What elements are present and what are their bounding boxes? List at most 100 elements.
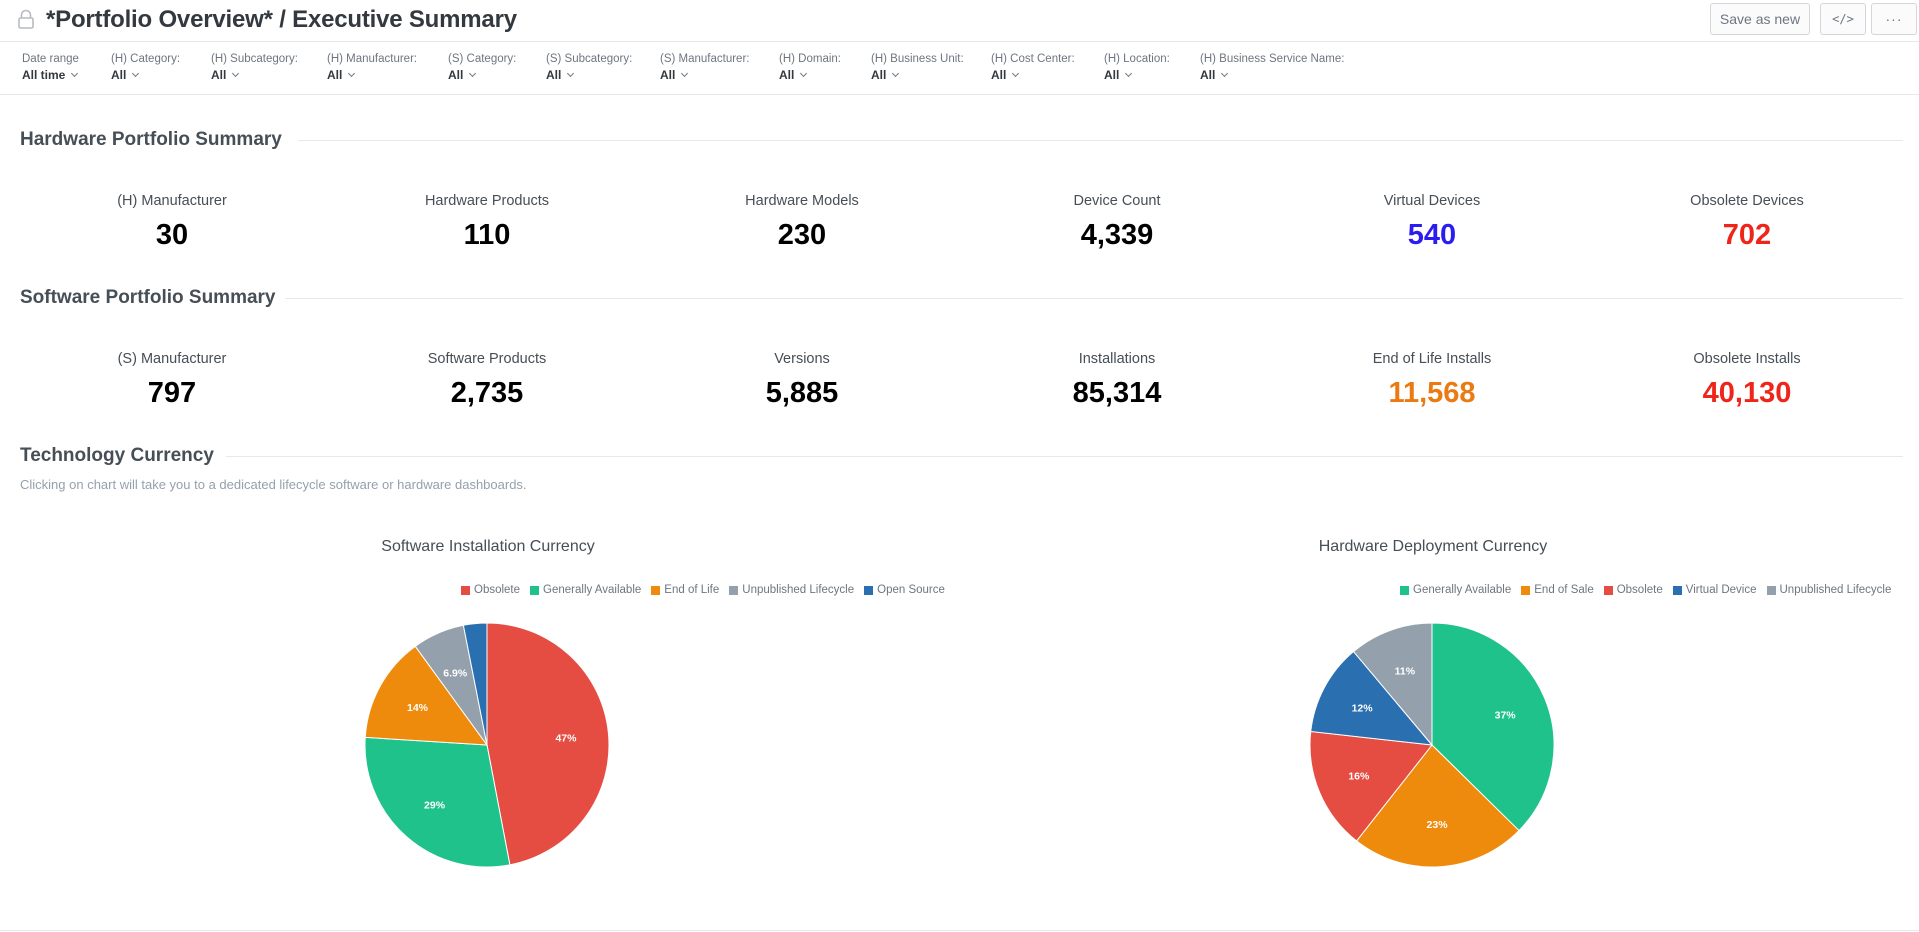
filter-s-manufacturer[interactable]: (S) Manufacturer: All <box>660 53 749 82</box>
kpi-label: Software Products <box>427 351 547 367</box>
kpi-value: 702 <box>1722 219 1772 251</box>
hardware-section-title: Hardware Portfolio Summary <box>20 129 282 150</box>
pie-slice-generally-available[interactable] <box>1431 622 1555 832</box>
kpi-software-products[interactable]: Software Products 2,735 <box>337 351 637 410</box>
kpi-value: 40,130 <box>1702 377 1792 409</box>
filter-value: All <box>1104 68 1120 82</box>
filter-h-location[interactable]: (H) Location: All <box>1104 53 1170 82</box>
chevron-down-icon <box>1221 69 1229 77</box>
software-chart-title: Software Installation Currency <box>381 538 595 555</box>
kpi-value: 110 <box>463 219 511 251</box>
kpi-value: 230 <box>777 219 827 251</box>
legend-swatch <box>651 585 661 595</box>
chevron-down-icon <box>71 69 79 77</box>
filter-date-range[interactable]: Date range All time <box>22 53 79 82</box>
legend-label: Unpublished Lifecycle <box>742 584 855 596</box>
slice-label: 14% <box>407 702 429 714</box>
filter-h-subcategory[interactable]: (H) Subcategory: All <box>211 53 298 82</box>
legend-item-obsolete[interactable]: Obsolete <box>1603 584 1663 596</box>
pie-slice-open-source[interactable] <box>462 622 488 746</box>
legend-swatch <box>1672 585 1682 595</box>
slice-label: 6.9% <box>443 667 468 679</box>
kpi-obsolete-devices[interactable]: Obsolete Devices 702 <box>1597 193 1897 252</box>
save-as-new-button[interactable]: Save as new <box>1710 3 1810 35</box>
bottom-divider <box>0 930 1919 931</box>
kpi-virtual-devices[interactable]: Virtual Devices 540 <box>1282 193 1582 252</box>
more-options-button[interactable]: ··· <box>1871 3 1917 35</box>
slice-label: 47% <box>555 733 577 745</box>
pie-slice-obsolete[interactable] <box>1309 730 1433 842</box>
kpi-hardware-products[interactable]: Hardware Products 110 <box>337 193 637 252</box>
slice-label: 16% <box>1348 771 1370 783</box>
legend-label: Generally Available <box>1413 584 1512 596</box>
filter-label: Date range <box>22 53 79 65</box>
kpi-label: (S) Manufacturer <box>117 351 227 367</box>
kpi-versions[interactable]: Versions 5,885 <box>652 351 952 410</box>
legend-item-open-source[interactable]: Open Source <box>864 584 945 596</box>
pie-slice-virtual-device[interactable] <box>1310 650 1434 746</box>
legend-item-unpublished-lifecycle[interactable]: Unpublished Lifecycle <box>1766 584 1892 596</box>
chevron-down-icon <box>1012 69 1020 77</box>
pie-slice-end-of-life[interactable] <box>364 645 489 746</box>
kpi-end-of-life-installs[interactable]: End of Life Installs 11,568 <box>1282 351 1582 410</box>
filter-h-business-service-name[interactable]: (H) Business Service Name: All <box>1200 53 1344 82</box>
legend-swatch <box>1521 585 1531 595</box>
filter-h-domain[interactable]: (H) Domain: All <box>779 53 841 82</box>
filter-h-cost-center[interactable]: (H) Cost Center: All <box>991 53 1075 82</box>
kpi-label: Virtual Devices <box>1383 193 1481 209</box>
hardware-chart-title: Hardware Deployment Currency <box>1318 538 1548 555</box>
page-title: *Portfolio Overview* / Executive Summary <box>46 6 517 33</box>
filter-h-category[interactable]: (H) Category: All <box>111 53 180 82</box>
kpi-obsolete-installs[interactable]: Obsolete Installs 40,130 <box>1597 351 1897 410</box>
filter-label: (H) Business Service Name: <box>1200 53 1345 65</box>
pie-slice-obsolete[interactable] <box>486 622 610 866</box>
filter-value: All <box>327 68 343 82</box>
pie-slice-unpublished-lifecycle[interactable] <box>1352 622 1433 747</box>
kpi-label: Installations <box>1078 351 1156 367</box>
filter-s-subcategory[interactable]: (S) Subcategory: All <box>546 53 632 82</box>
legend-label: End of Sale <box>1534 584 1594 596</box>
legend-item-unpublished-lifecycle[interactable]: Unpublished Lifecycle <box>729 584 854 596</box>
technology-section-title: Technology Currency <box>20 445 214 466</box>
filter-label: (H) Manufacturer: <box>327 53 418 65</box>
kpi-value: 797 <box>147 377 197 409</box>
slice-label: 12% <box>1352 703 1374 715</box>
software-installation-currency-pie[interactable]: 47% 29% 14% 6.9% <box>364 622 610 868</box>
filter-s-category[interactable]: (S) Category: All <box>448 53 516 82</box>
kpi-installations[interactable]: Installations 85,314 <box>967 351 1267 410</box>
filter-label: (H) Business Unit: <box>871 53 964 65</box>
kpi-hardware-models[interactable]: Hardware Models 230 <box>652 193 952 252</box>
filter-h-manufacturer[interactable]: (H) Manufacturer: All <box>327 53 417 82</box>
kpi-sw-manufacturer[interactable]: (S) Manufacturer 797 <box>22 351 322 410</box>
lock-icon <box>18 9 34 29</box>
filter-label: (H) Category: <box>111 53 181 65</box>
more-icon: ··· <box>1885 11 1903 27</box>
legend-item-end-of-sale[interactable]: End of Sale <box>1521 584 1594 596</box>
legend-item-virtual-device[interactable]: Virtual Device <box>1672 584 1757 596</box>
kpi-device-count[interactable]: Device Count 4,339 <box>967 193 1267 252</box>
hardware-deployment-currency-pie[interactable]: 37% 23% 16% 12% 11% <box>1309 622 1555 868</box>
chevron-down-icon <box>681 69 689 77</box>
legend-label: End of Life <box>664 584 720 596</box>
legend-label: Unpublished Lifecycle <box>1779 584 1892 596</box>
kpi-hw-manufacturer[interactable]: (H) Manufacturer 30 <box>22 193 322 252</box>
technology-section-subtitle: Clicking on chart will take you to a ded… <box>20 477 527 492</box>
section-divider <box>298 140 1903 141</box>
software-chart-legend: Obsolete Generally Available End of Life Un… <box>461 584 955 596</box>
filter-value: All <box>1200 68 1216 82</box>
legend-item-generally-available[interactable]: Generally Available <box>530 584 641 596</box>
slice-label: 29% <box>424 799 446 811</box>
legend-item-obsolete[interactable]: Obsolete <box>461 584 520 596</box>
filter-label: (H) Cost Center: <box>991 53 1075 65</box>
pie-slice-generally-available[interactable] <box>364 736 511 868</box>
pie-slice-end-of-sale[interactable] <box>1355 744 1520 868</box>
legend-item-generally-available[interactable]: Generally Available <box>1400 584 1511 596</box>
filter-h-business-unit[interactable]: (H) Business Unit: All <box>871 53 964 82</box>
embed-code-button[interactable]: </> <box>1820 3 1866 35</box>
legend-swatch <box>729 585 739 595</box>
chevron-down-icon <box>800 69 808 77</box>
kpi-value: 540 <box>1407 219 1457 251</box>
legend-item-end-of-life[interactable]: End of Life <box>651 584 719 596</box>
kpi-label: (H) Manufacturer <box>117 193 227 209</box>
kpi-value: 85,314 <box>1072 377 1162 409</box>
